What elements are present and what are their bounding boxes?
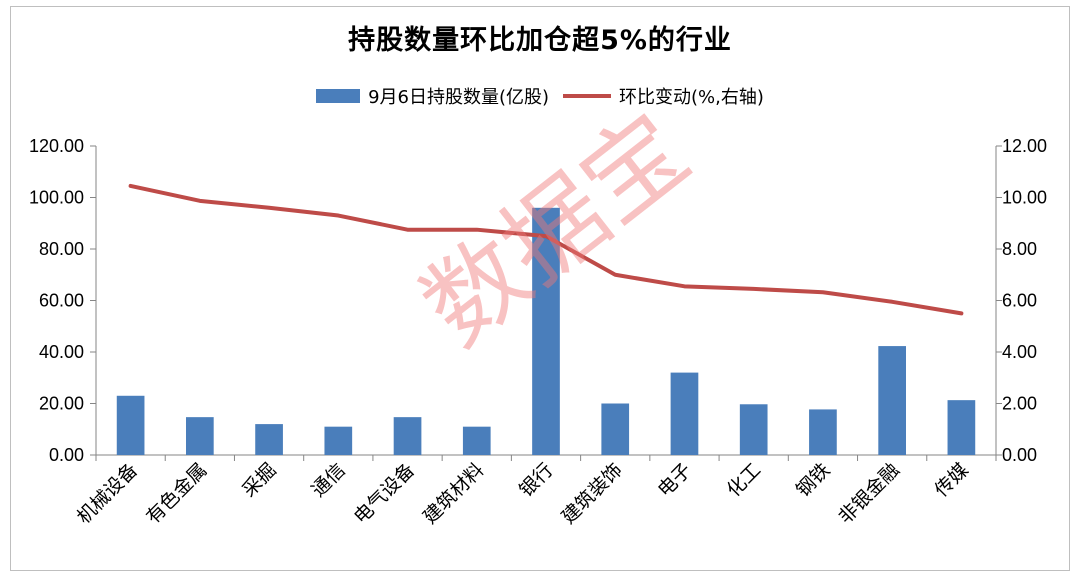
line-point-11	[891, 301, 893, 303]
line-point-5	[476, 229, 478, 231]
right-tick-label: 12.00	[1002, 136, 1047, 156]
left-tick-label: 0.00	[49, 445, 84, 465]
category-label: 采掘	[238, 459, 280, 501]
legend-swatch-bar	[316, 89, 361, 103]
bar-0	[116, 395, 145, 455]
legend-label-bar: 9月6日持股数量(亿股)	[368, 87, 550, 108]
bar-7	[601, 403, 630, 455]
left-tick-label: 20.00	[39, 394, 84, 414]
line-point-3	[337, 215, 339, 217]
category-label: 传媒	[930, 459, 972, 501]
line-point-10	[822, 291, 824, 293]
category-label: 电气设备	[350, 459, 419, 528]
category-label: 电子	[654, 459, 696, 501]
line-point-0	[130, 185, 132, 187]
category-label: 建筑装饰	[557, 459, 626, 528]
left-tick-label: 60.00	[39, 291, 84, 311]
line-point-9	[753, 288, 755, 290]
line-point-8	[683, 285, 685, 287]
bar-6	[532, 207, 560, 455]
bar-10	[809, 409, 837, 455]
category-label: 钢铁	[792, 459, 834, 501]
legend-swatch-line	[563, 94, 612, 98]
legend-label-line: 环比变动(%,右轴)	[619, 87, 764, 108]
category-label: 非银金融	[834, 459, 903, 528]
chart-frame	[10, 6, 1070, 571]
category-label: 建筑材料	[419, 459, 488, 528]
category-label: 通信	[307, 459, 349, 501]
right-tick-label: 8.00	[1002, 239, 1037, 259]
left-tick-label: 80.00	[39, 239, 84, 259]
right-tick-label: 0.00	[1002, 445, 1037, 465]
bar-11	[878, 346, 906, 455]
category-label: 有色金属	[142, 459, 211, 528]
line-point-1	[199, 200, 201, 202]
line-point-2	[268, 207, 270, 209]
chart-title: 持股数量环比加仓超5%的行业	[348, 25, 732, 56]
right-tick-label: 10.00	[1002, 188, 1047, 208]
legend-item-line: 环比变动(%,右轴)	[563, 83, 764, 109]
left-tick-label: 120.00	[29, 136, 84, 156]
legend-item-bar: 9月6日持股数量(亿股)	[316, 83, 549, 109]
bar-4	[393, 417, 422, 455]
bar-9	[739, 404, 768, 455]
left-tick-label: 40.00	[39, 342, 84, 362]
chart-legend: 9月6日持股数量(亿股) 环比变动(%,右轴)	[0, 82, 1080, 110]
category-label: 化工	[723, 459, 765, 501]
line-point-12	[960, 312, 962, 314]
right-tick-label: 4.00	[1002, 342, 1037, 362]
bar-8	[670, 372, 699, 455]
bar-5	[462, 426, 491, 455]
bar-3	[324, 426, 353, 455]
bar-1	[186, 417, 214, 455]
right-tick-label: 2.00	[1002, 394, 1037, 414]
line-point-7	[614, 274, 616, 276]
left-tick-label: 100.00	[29, 188, 84, 208]
right-tick-label: 6.00	[1002, 291, 1037, 311]
bar-2	[255, 424, 283, 455]
line-point-6	[545, 235, 547, 237]
line-point-4	[407, 229, 409, 231]
category-label: 机械设备	[73, 459, 142, 528]
category-label: 银行	[515, 459, 557, 501]
bar-12	[947, 400, 976, 455]
